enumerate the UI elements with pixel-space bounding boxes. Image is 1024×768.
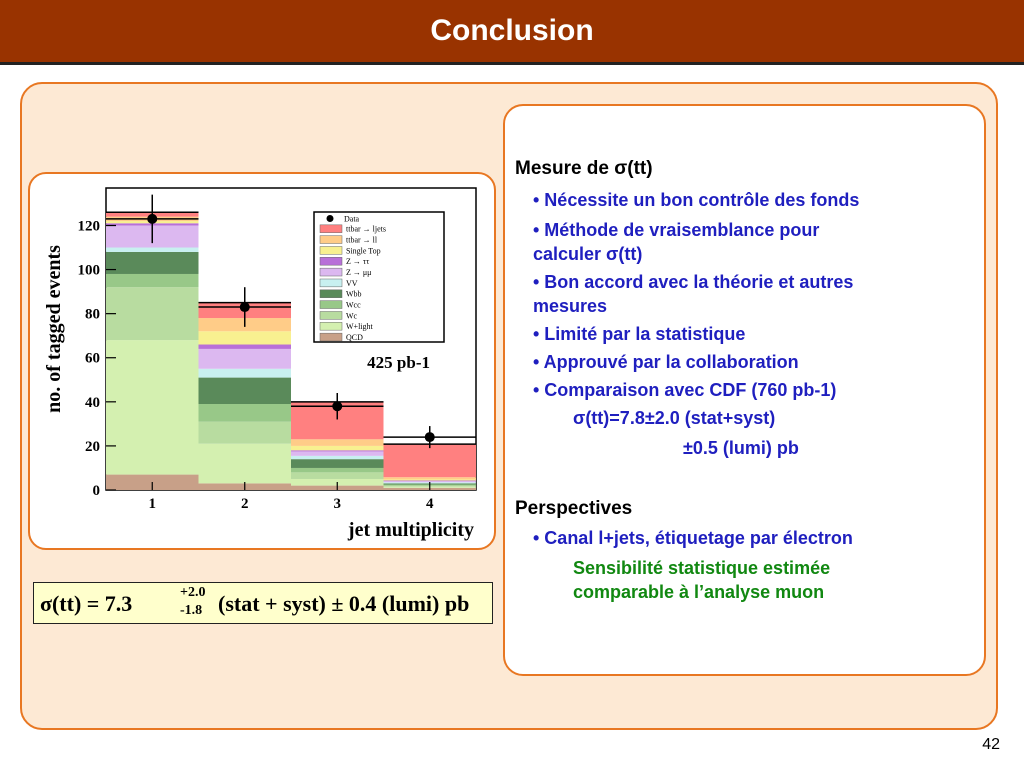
legend-label-5: VV: [346, 279, 358, 288]
y-tick-label-80: 80: [85, 307, 100, 323]
text-line-6: • Limité par la statistique: [533, 324, 746, 344]
bar-4-8: [383, 479, 476, 481]
text-line-9: σ(tt)=7.8±2.0 (stat+syst): [573, 408, 776, 428]
bar-1-2: [106, 287, 199, 341]
y-tick-label-40: 40: [85, 395, 100, 411]
legend-swatch-3: [319, 300, 343, 309]
y-tick-label-120: 120: [78, 218, 101, 234]
title-bar: Conclusion: [0, 0, 1024, 65]
text-line-5: mesures: [533, 296, 608, 316]
text-line-7: • Approuvé par la collaboration: [533, 352, 799, 372]
legend-box: [313, 211, 445, 343]
y-tick-label-0: 0: [93, 483, 101, 499]
legend-marker-data: [326, 215, 334, 222]
bar-1-5: [106, 247, 199, 252]
legend-swatch-9: [319, 235, 343, 244]
bar-3-2: [291, 472, 384, 479]
bar-1-3: [106, 273, 199, 288]
legend-label-10: ttbar → ljets: [346, 225, 386, 234]
text-line-0: Mesure de σ(tt): [515, 158, 653, 179]
cross-section-formula: σ(tt) = 7.3 +2.0 -1.8 (stat + syst) ± 0.…: [33, 582, 493, 624]
legend-label-1: W+light: [346, 322, 374, 331]
data-point-4: [424, 432, 435, 443]
bar-2-3: [198, 404, 291, 422]
x-tick-label-1: 1: [149, 496, 157, 512]
text-line-2: • Méthode de vraisemblance pour: [533, 220, 820, 240]
bar-1-4: [106, 251, 199, 274]
legend-swatch-0: [319, 332, 343, 342]
formula-main: σ(tt) = 7.3: [40, 591, 133, 616]
text-line-11: Perspectives: [515, 498, 633, 519]
text-line-13: Sensibilité statistique estimée: [573, 558, 831, 578]
y-tick-label-100: 100: [78, 263, 101, 279]
y-tick-label-60: 60: [85, 351, 100, 367]
legend-swatch-1: [319, 322, 343, 331]
data-point-3: [332, 401, 343, 412]
legend-swatch-7: [319, 257, 343, 266]
bar-4-9: [383, 477, 476, 480]
bar-2-4: [198, 377, 291, 405]
formula-sup: +2.0: [180, 585, 206, 600]
legend-label-6: Z → μμ: [346, 268, 371, 277]
legend-swatch-6: [319, 267, 343, 277]
legend-label-0: QCD: [346, 333, 363, 342]
chart-panel: 0 20 40 60 80 100 120 1 2 3 4 Data ttbar → ljets ttba…: [28, 172, 496, 550]
legend-swatch-5: [319, 278, 343, 288]
x-tick-label-4: 4: [426, 496, 434, 512]
legend-label-7: Z → ττ: [346, 257, 370, 266]
text-line-14: comparable à l’analyse muon: [573, 582, 825, 602]
x-axis-label: jet multiplicity: [347, 519, 474, 541]
bar-3-5: [291, 455, 384, 460]
formula-rest: (stat + syst) ± 0.4 (lumi) pb: [218, 591, 470, 616]
x-tick-label-3: 3: [334, 496, 342, 512]
legend-label-3: Wcc: [346, 301, 361, 310]
bar-2-5: [198, 368, 291, 378]
data-point-2: [239, 302, 250, 313]
bar-2-2: [198, 421, 291, 444]
bar-3-6: [291, 451, 384, 456]
x-tick-label-2: 2: [241, 496, 249, 512]
bar-3-7: [291, 450, 384, 452]
legend-swatch-4: [319, 289, 343, 298]
luminosity-annotation: 425 pb-1: [367, 353, 430, 372]
legend-label-4: Wbb: [346, 290, 362, 299]
text-line-8: • Comparaison avec CDF (760 pb-1): [533, 380, 837, 400]
legend-label-data: Data: [344, 215, 360, 224]
bar-2-1: [198, 443, 291, 484]
page-number: 42: [982, 736, 1000, 753]
slide-title: Conclusion: [430, 14, 594, 47]
data-point-1: [147, 213, 158, 224]
legend-swatch-10: [319, 224, 343, 233]
formula-sub: -1.8: [180, 603, 203, 618]
y-tick-label-20: 20: [85, 439, 100, 455]
bar-3-3: [291, 467, 384, 473]
bar-4-6: [383, 481, 476, 483]
bar-3-4: [291, 459, 384, 468]
text-panel: Mesure de σ(tt) • Nécessite un bon contrô…: [503, 104, 986, 676]
y-axis-label: no. of tagged events: [43, 245, 65, 413]
legend-label-9: ttbar → ll: [346, 236, 378, 245]
text-line-12: • Canal l+jets, étiquetage par électron: [533, 528, 853, 548]
text-line-10: ±0.5 (lumi) pb: [683, 438, 799, 458]
text-line-4: • Bon accord avec la théorie et autres: [533, 272, 854, 292]
bar-3-8: [291, 445, 384, 451]
legend-label-8: Single Top: [346, 246, 381, 255]
legend-label-2: Wc: [346, 311, 358, 320]
text-line-1: • Nécessite un bon contrôle des fonds: [533, 190, 860, 210]
bar-4-10: [383, 444, 476, 478]
legend-swatch-8: [319, 246, 343, 255]
bar-2-6: [198, 348, 291, 369]
bar-1-1: [106, 340, 199, 475]
bar-3-9: [291, 439, 384, 446]
legend-swatch-2: [319, 311, 343, 320]
bar-2-7: [198, 344, 291, 349]
bar-4-7: [383, 480, 476, 482]
text-line-3: calculer σ(tt): [533, 244, 643, 264]
bar-2-8: [198, 331, 291, 345]
